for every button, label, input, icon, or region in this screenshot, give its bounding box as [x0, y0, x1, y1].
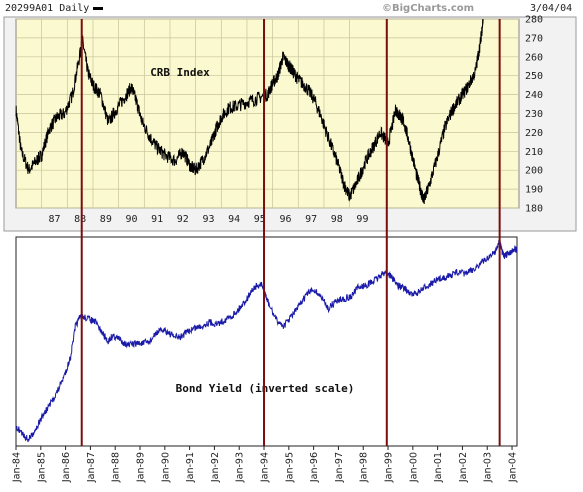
bond-x-tick-label: Jan-98 [359, 452, 370, 483]
crb-y-tick-label: 270 [525, 33, 543, 44]
bond-x-tick-label: Jan-95 [284, 452, 295, 483]
crb-x-tick-label: 90 [125, 214, 137, 225]
crb-y-tick-label: 240 [525, 90, 543, 101]
crb-x-tick-label: 87 [48, 214, 60, 225]
bond-yield-line [15, 239, 518, 443]
bond-x-tick-label: Jan-97 [334, 452, 345, 483]
crb-x-tick-label: 88 [74, 214, 86, 225]
bond-x-tick-label: Jan-85 [36, 452, 47, 483]
bond-x-tick-label: Jan-88 [111, 452, 122, 483]
bond-x-tick-label: Jan-04 [508, 452, 519, 483]
crb-x-tick-label: 95 [254, 214, 266, 225]
crb-y-tick-label: 210 [525, 147, 543, 158]
bond-x-tick-label: Jan-93 [235, 452, 246, 483]
crb-y-tick-label: 200 [525, 166, 543, 177]
crb-x-tick-label: 93 [202, 214, 214, 225]
bond-x-tick-label: Jan-99 [384, 452, 395, 483]
crb-x-tick-label: 89 [100, 214, 112, 225]
crb-x-tick-label: 99 [356, 214, 368, 225]
bond-x-tick-label: Jan-03 [483, 452, 494, 483]
bond-x-tick-label: Jan-92 [210, 452, 221, 483]
crb-x-tick-label: 92 [177, 214, 189, 225]
crb-x-tick-label: 91 [151, 214, 163, 225]
crb-y-tick-label: 230 [525, 109, 543, 120]
crb-x-tick-label: 94 [228, 214, 240, 225]
crb-x-tick-label: 98 [331, 214, 343, 225]
bond-x-tick-label: Jan-84 [12, 452, 23, 483]
bond-x-tick-label: Jan-89 [136, 452, 147, 483]
bond-x-tick-label: Jan-86 [61, 452, 72, 483]
source-watermark: ©BigCharts.com [382, 3, 475, 14]
bond-x-tick-label: Jan-00 [408, 452, 419, 483]
bond-x-tick-label: Jan-87 [86, 452, 97, 483]
bond-x-tick-label: Jan-01 [433, 452, 444, 483]
series-legend-mark [93, 6, 104, 10]
bond-plot-area [15, 236, 518, 447]
crb-y-tick-label: 260 [525, 52, 543, 63]
symbol-header: 20299A01 Daily [5, 3, 104, 14]
crb-y-tick-label: 180 [525, 204, 543, 215]
bond-x-tick-label: Jan-94 [260, 452, 271, 483]
crb-title: CRB Index [150, 66, 210, 79]
as-of-date: 3/04/04 [530, 3, 573, 14]
crb-y-tick-label: 220 [525, 128, 543, 139]
interval-label: Daily [59, 3, 90, 14]
bond-x-tick-label: Jan-91 [185, 452, 196, 483]
crb-x-tick-label: 97 [305, 214, 317, 225]
bond-x-tick-label: Jan-96 [309, 452, 320, 483]
bond-x-tick-label: Jan-90 [160, 452, 171, 483]
bond-x-tick-label: Jan-02 [458, 452, 469, 483]
crb-x-tick-label: 96 [279, 214, 291, 225]
crb-line [15, 18, 484, 205]
crb-y-tick-label: 280 [525, 15, 543, 26]
symbol-label: 20299A01 [5, 3, 54, 14]
crb-y-tick-label: 250 [525, 71, 543, 82]
crb-y-tick-label: 190 [525, 185, 543, 196]
